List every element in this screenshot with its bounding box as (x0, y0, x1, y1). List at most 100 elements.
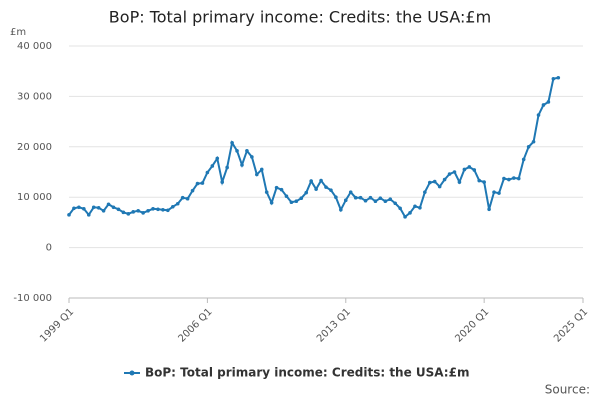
data-point (388, 197, 393, 202)
data-point (497, 191, 501, 195)
data-point (106, 202, 111, 207)
data-point (279, 187, 284, 192)
data-point (141, 211, 145, 215)
data-point (487, 207, 491, 212)
legend-marker (129, 370, 135, 376)
data-point (91, 205, 96, 210)
data-point (195, 181, 200, 186)
data-point (274, 185, 279, 190)
data-point (403, 215, 407, 219)
data-point (462, 167, 467, 172)
x-tick-label: 2013 Q1 (315, 306, 353, 344)
data-point (472, 168, 477, 172)
data-point (329, 188, 333, 192)
data-point (423, 190, 427, 194)
chart-title: BoP: Total primary income: Credits: the … (109, 8, 491, 27)
data-point (457, 180, 462, 184)
data-point (116, 207, 121, 212)
x-tick-label: 2025 Q1 (552, 306, 590, 344)
data-point (82, 206, 86, 211)
data-point (353, 195, 358, 200)
data-point (343, 198, 348, 203)
x-tick-label: 1999 Q1 (38, 306, 76, 344)
data-point (121, 210, 126, 215)
data-point (551, 76, 556, 81)
data-point (418, 205, 422, 210)
data-point (408, 211, 412, 215)
data-point (516, 176, 521, 181)
data-point (398, 206, 402, 211)
data-point (126, 212, 131, 216)
data-point (131, 210, 136, 214)
data-point (284, 194, 289, 198)
data-point (368, 195, 373, 200)
data-point (240, 163, 244, 167)
data-point (166, 208, 170, 213)
data-point (512, 176, 516, 180)
data-point (358, 195, 363, 200)
data-point (393, 201, 397, 206)
data-point (215, 156, 220, 161)
data-point (339, 208, 343, 212)
data-point (309, 179, 313, 183)
data-line (68, 76, 559, 219)
data-point (235, 149, 239, 153)
data-point (250, 155, 254, 159)
y-tick-label: 30 000 (17, 91, 52, 102)
data-point (526, 145, 531, 149)
data-point (264, 190, 269, 194)
data-point (348, 190, 353, 194)
data-point (111, 205, 116, 210)
data-point (378, 196, 383, 201)
data-point (556, 75, 561, 80)
data-point (72, 206, 76, 211)
data-point (324, 185, 328, 189)
data-point (210, 164, 215, 168)
data-point (334, 195, 338, 199)
data-point (413, 204, 417, 209)
data-point (245, 149, 249, 153)
data-point (531, 139, 536, 144)
data-point (477, 178, 482, 183)
data-point (383, 199, 388, 204)
data-point (442, 177, 447, 182)
data-point (447, 172, 452, 176)
data-point (146, 209, 150, 213)
data-point (220, 180, 225, 184)
y-tick-label: 10 000 (17, 192, 52, 203)
data-point (304, 190, 309, 195)
data-point (77, 205, 81, 210)
y-tick-label: 0 (46, 243, 52, 254)
data-point (482, 180, 486, 184)
data-point (86, 213, 91, 217)
source: Source: (545, 383, 590, 397)
data-point (319, 178, 323, 183)
data-point (96, 205, 101, 210)
data-point (502, 176, 506, 181)
legend-label: BoP: Total primary income: Credits: the … (145, 366, 469, 380)
y-tick-label: 40 000 (17, 41, 52, 52)
data-point (373, 199, 378, 204)
data-point (185, 196, 190, 201)
data-point (170, 204, 175, 209)
data-point (136, 209, 140, 213)
data-point (437, 184, 442, 189)
y-tick-label: 20 000 (17, 142, 52, 153)
data-point (180, 195, 185, 200)
data-point (299, 196, 304, 201)
data-point (255, 172, 259, 177)
data-point (294, 199, 299, 204)
data-point (314, 187, 318, 191)
data-point (259, 167, 264, 172)
data-point (225, 165, 229, 170)
data-point (467, 165, 472, 169)
data-point (432, 179, 437, 184)
data-point (205, 170, 210, 175)
x-tick-label: 2020 Q1 (453, 306, 491, 344)
data-point (190, 188, 195, 193)
data-point (546, 100, 551, 104)
data-point (67, 213, 71, 217)
data-point (200, 181, 205, 185)
data-point (492, 190, 496, 194)
y-unit: £m (10, 27, 26, 38)
